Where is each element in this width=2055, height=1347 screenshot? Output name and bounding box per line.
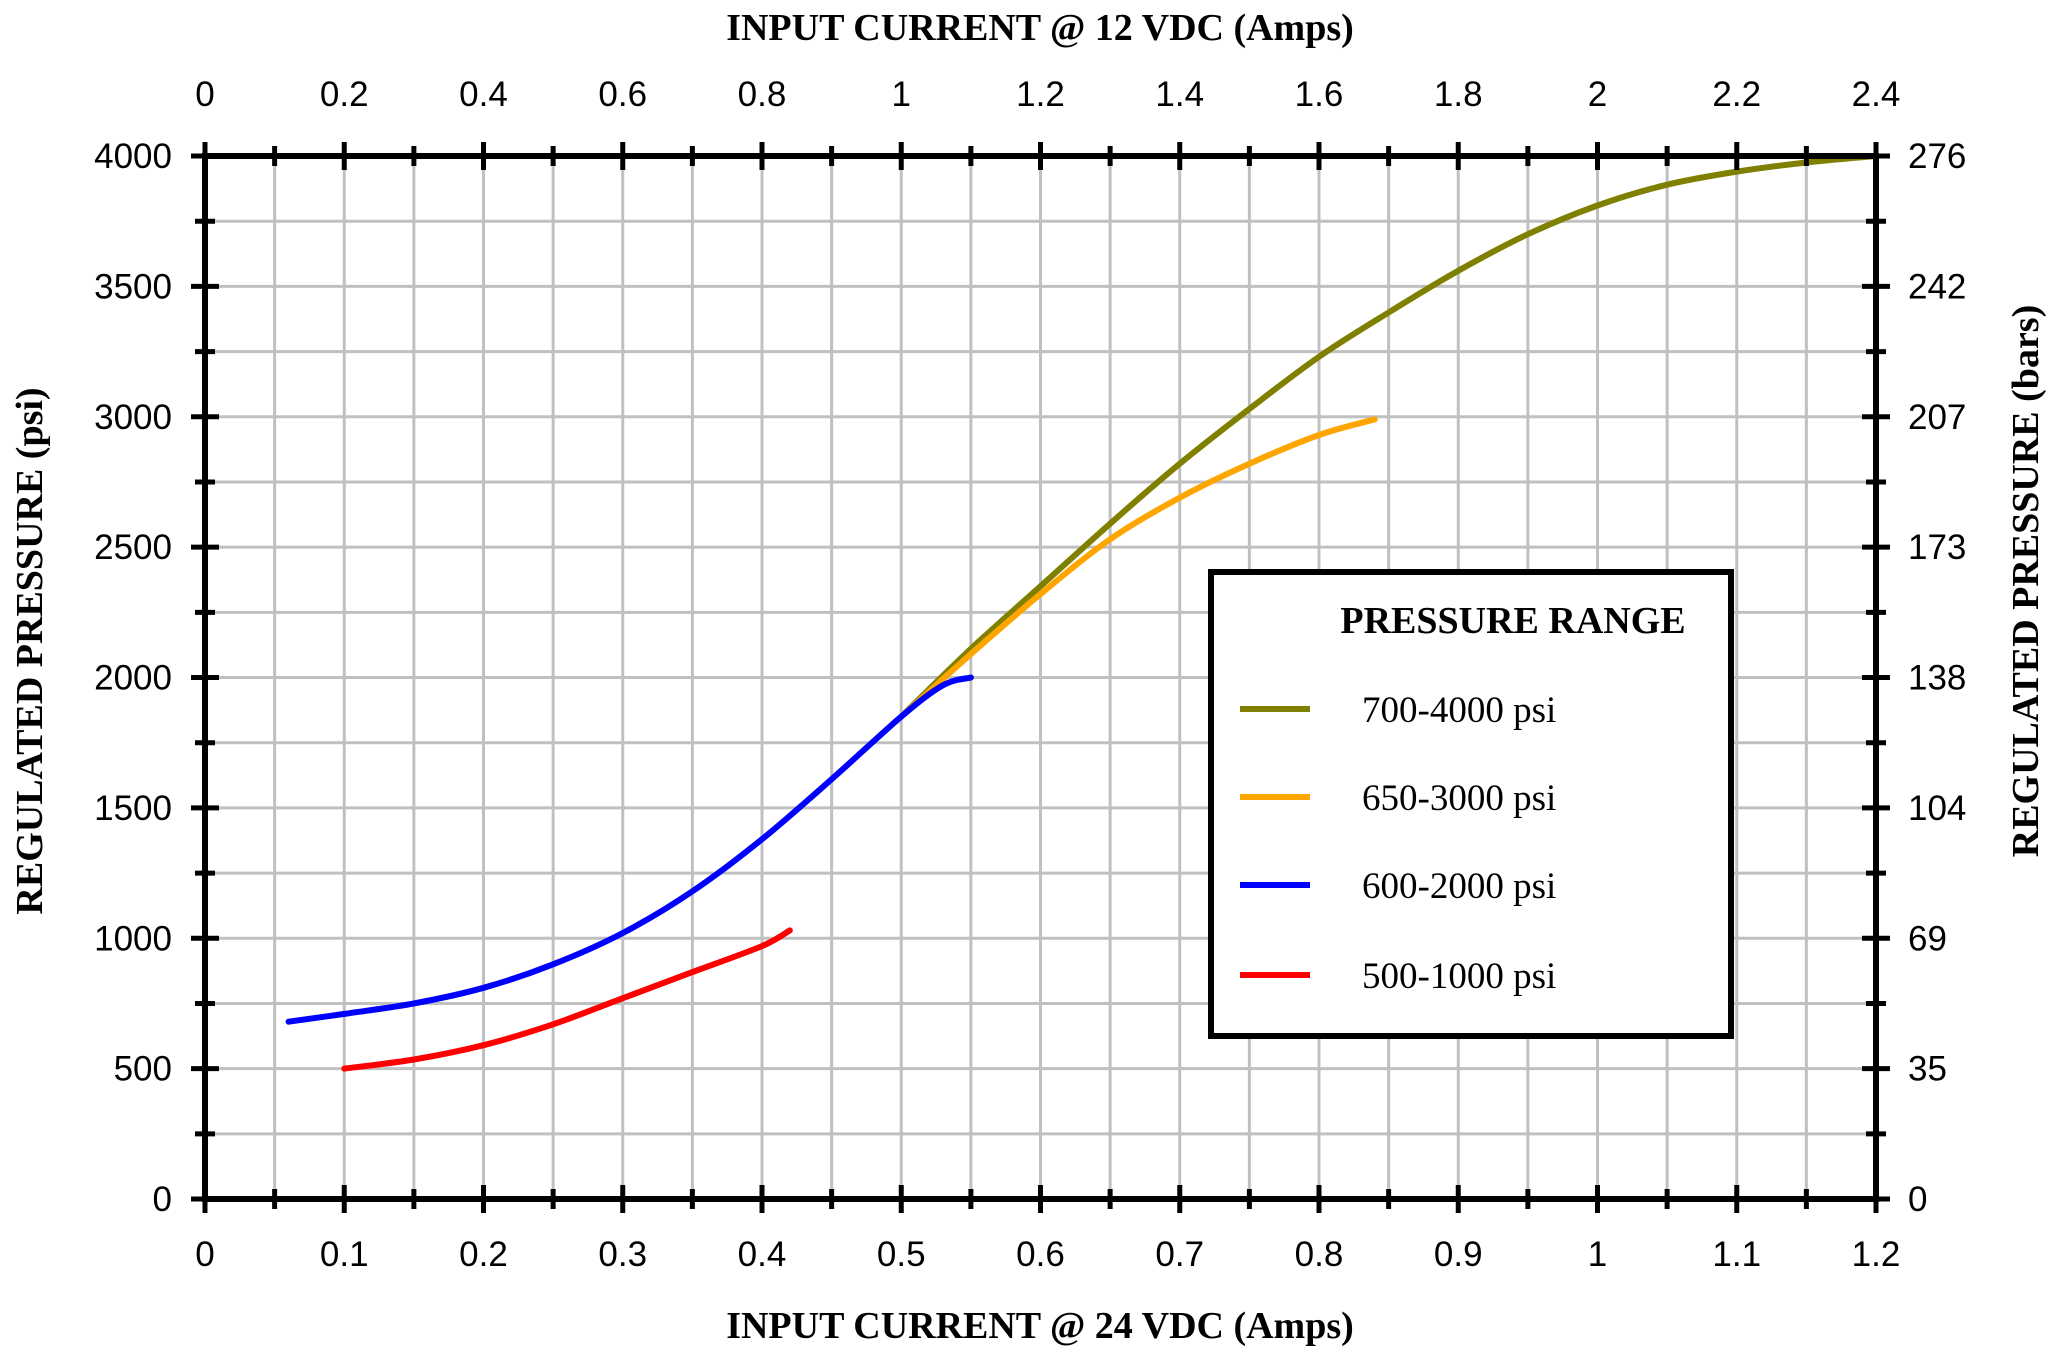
x-bottom-tick-label: 0.4 — [738, 1235, 787, 1274]
y-left-tick-label: 4000 — [94, 137, 172, 176]
y-right-tick-label: 104 — [1908, 789, 1966, 828]
series-line-650-3000-psi — [898, 416, 1378, 720]
x-bottom-tick-label: 1 — [1588, 1235, 1607, 1274]
x-top-tick-label: 1.2 — [1016, 75, 1065, 114]
series-layer — [285, 153, 1879, 1072]
legend-label: 500-1000 psi — [1362, 956, 1556, 997]
x-top-tick-label: 0.6 — [598, 75, 647, 114]
y-left-tick-label: 2500 — [94, 528, 172, 567]
x-bottom-tick-label: 0.7 — [1155, 1235, 1204, 1274]
x-top-tick-label: 1 — [892, 75, 911, 114]
grid-lines — [205, 156, 1876, 1199]
y-right-tick-label: 0 — [1908, 1180, 1927, 1219]
x-bottom-tick-label: 0.2 — [459, 1235, 508, 1274]
x-top-tick-label: 1.8 — [1434, 75, 1483, 114]
x-bottom-tick-label: 0.1 — [320, 1235, 369, 1274]
x-bottom-tick-label: 1.1 — [1712, 1235, 1761, 1274]
series-line-500-1000-psi — [341, 927, 793, 1072]
x-top-tick-label: 2 — [1588, 75, 1607, 114]
legend-label: 600-2000 psi — [1362, 866, 1556, 907]
x-top-tick-label: 1.6 — [1295, 75, 1344, 114]
left-axis-title: REGULATED PRESSURE (psi) — [9, 387, 51, 914]
y-left-tick-label: 500 — [114, 1050, 172, 1089]
y-left-tick-label: 1500 — [94, 789, 172, 828]
x-top-tick-label: 0.4 — [459, 75, 508, 114]
tick-labels: 0 0.1 0.2 0.3 0.4 0.5 0.6 0.7 0.8 0.9 1 1.1 1.20 0.2 0… — [94, 75, 1966, 1274]
x-top-tick-label: 0.8 — [738, 75, 787, 114]
y-left-tick-label: 1000 — [94, 919, 172, 958]
y-left-tick-label: 3000 — [94, 398, 172, 437]
x-bottom-tick-label: 0.9 — [1434, 1235, 1483, 1274]
y-left-tick-label: 0 — [153, 1180, 172, 1219]
x-top-tick-label: 0 — [195, 75, 214, 114]
y-right-tick-label: 35 — [1908, 1050, 1947, 1089]
y-left-tick-label: 2000 — [94, 659, 172, 698]
x-bottom-tick-label: 1.2 — [1852, 1235, 1901, 1274]
x-bottom-tick-label: 0.5 — [877, 1235, 926, 1274]
top-axis-title: INPUT CURRENT @ 12 VDC (Amps) — [726, 7, 1354, 49]
x-bottom-tick-label: 0.6 — [1016, 1235, 1065, 1274]
x-bottom-tick-label: 0 — [195, 1235, 214, 1274]
y-right-tick-label: 276 — [1908, 137, 1966, 176]
series-line-700-4000-psi — [898, 153, 1879, 720]
series-line-600-2000-psi — [285, 674, 974, 1025]
bottom-axis-title: INPUT CURRENT @ 24 VDC (Amps) — [726, 1305, 1354, 1347]
legend-items: 700-4000 psi 650-3000 psi 600-2000 psi 500-… — [1240, 690, 1556, 997]
legend-box — [1208, 569, 1734, 1039]
x-top-tick-label: 1.4 — [1155, 75, 1204, 114]
legend: PRESSURE RANGE 700-4000 psi 650-3000 psi 6… — [1208, 569, 1734, 1039]
x-top-tick-label: 0.2 — [320, 75, 369, 114]
x-top-tick-label: 2.4 — [1852, 75, 1901, 114]
legend-label: 650-3000 psi — [1362, 778, 1556, 819]
y-right-tick-label: 173 — [1908, 528, 1966, 567]
right-axis-title: REGULATED PRESSURE (bars) — [2005, 305, 2047, 857]
x-bottom-tick-label: 0.3 — [598, 1235, 647, 1274]
y-right-tick-label: 69 — [1908, 919, 1947, 958]
y-right-tick-label: 207 — [1908, 398, 1966, 437]
x-top-tick-label: 2.2 — [1712, 75, 1761, 114]
y-left-tick-label: 3500 — [94, 267, 172, 306]
y-right-tick-label: 242 — [1908, 267, 1966, 306]
x-bottom-tick-label: 0.8 — [1295, 1235, 1344, 1274]
y-right-tick-label: 138 — [1908, 659, 1966, 698]
legend-label: 700-4000 psi — [1362, 690, 1556, 731]
legend-title: PRESSURE RANGE — [1340, 600, 1685, 642]
tick-marks — [191, 142, 1890, 1213]
